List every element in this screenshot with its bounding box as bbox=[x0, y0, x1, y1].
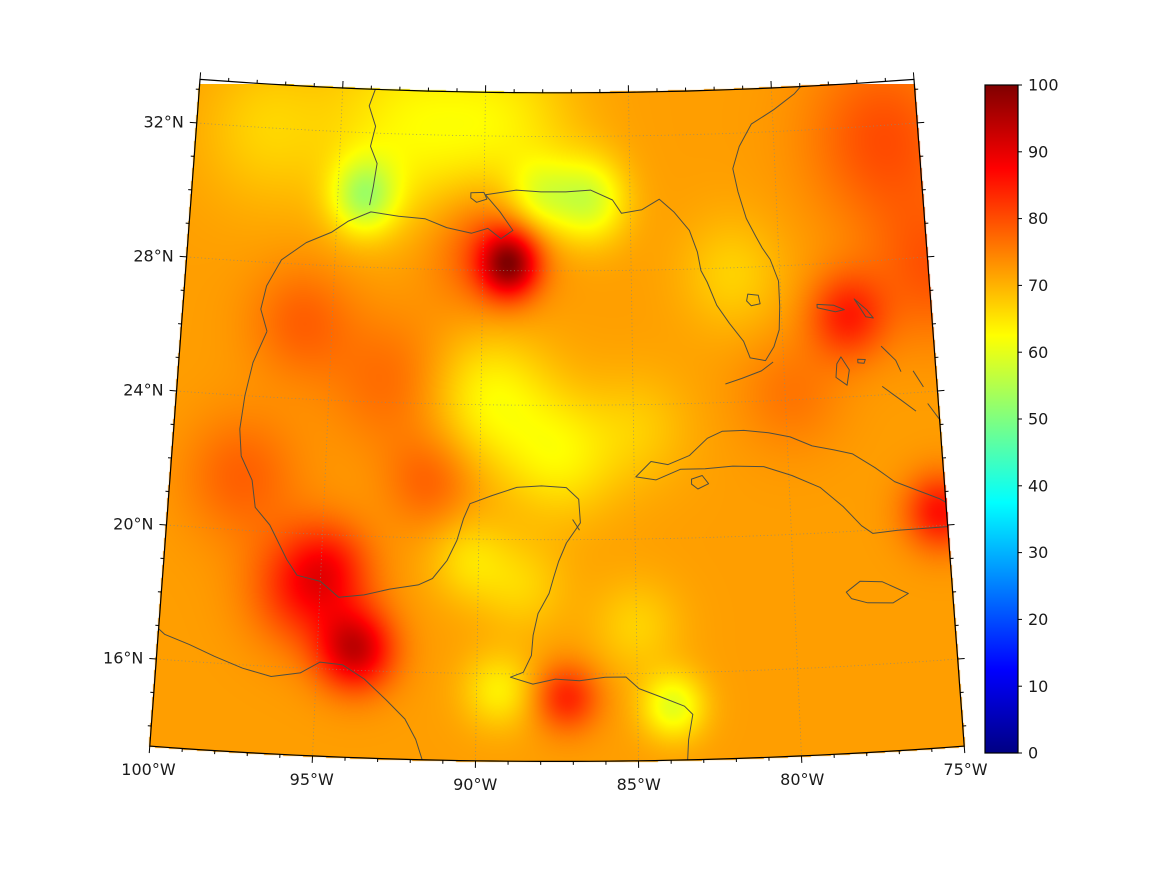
colorbar-tick-label: 100 bbox=[1028, 76, 1059, 95]
colorbar-tick-label: 90 bbox=[1028, 142, 1048, 161]
axis-tick bbox=[927, 255, 935, 258]
axis-tick bbox=[148, 746, 151, 754]
x-tick-label: 80°W bbox=[780, 770, 824, 789]
axis-tick bbox=[199, 72, 202, 80]
gridline-parallel bbox=[176, 390, 938, 406]
coastline-north-america-gulf-atlantic-coast bbox=[260, 80, 806, 362]
colorbar-tick-label: 50 bbox=[1028, 410, 1048, 429]
colorbar-gradient bbox=[985, 85, 1018, 753]
axis-tick bbox=[179, 255, 187, 258]
y-tick-label: 20°N bbox=[113, 515, 153, 534]
coastline-exuma-chain bbox=[881, 385, 917, 412]
axis-tick bbox=[947, 523, 955, 526]
axis-tick bbox=[917, 121, 925, 124]
coastline-mexico-pacific-coast bbox=[149, 611, 424, 762]
coastline-cuba bbox=[635, 429, 965, 534]
colorbar-tick-label: 30 bbox=[1028, 543, 1048, 562]
coastline-crooked-island bbox=[952, 431, 965, 444]
coastline-eleuthera bbox=[880, 345, 902, 372]
gridline-parallel bbox=[186, 256, 928, 272]
colorbar-tick-label: 60 bbox=[1028, 343, 1048, 362]
gridline-parallel bbox=[196, 122, 918, 137]
heatmap-field-canvas bbox=[148, 84, 968, 764]
coastline-jamaica bbox=[845, 580, 909, 604]
axis-tick bbox=[189, 121, 197, 124]
coastline-sabine-river bbox=[368, 84, 378, 206]
axis-tick bbox=[937, 389, 945, 392]
axis-tick bbox=[963, 746, 966, 754]
coastline-new-providence bbox=[857, 358, 866, 364]
coastline-florida-keys bbox=[725, 361, 774, 385]
x-tick-label: 85°W bbox=[617, 775, 661, 794]
x-tick-label: 100°W bbox=[121, 760, 176, 779]
coastline-cat-island bbox=[912, 370, 924, 388]
graticule bbox=[149, 79, 965, 761]
y-tick-label: 16°N bbox=[103, 649, 143, 668]
coastline-mexico-central-america-coast bbox=[239, 331, 694, 762]
gridline-meridian bbox=[770, 87, 802, 756]
map-border bbox=[149, 78, 965, 762]
y-tick-label: 28°N bbox=[133, 247, 173, 266]
axis-tick bbox=[159, 523, 167, 526]
coastline-cozumel bbox=[572, 519, 580, 531]
axis-tick bbox=[149, 657, 157, 660]
x-tick-label: 90°W bbox=[453, 775, 497, 794]
coastlines bbox=[149, 80, 965, 762]
axis-ticks bbox=[147, 72, 967, 768]
coastline-lake-okeechobee bbox=[746, 293, 761, 307]
gridline-meridian bbox=[312, 87, 344, 756]
axis-tick bbox=[169, 389, 177, 392]
coastline-isla-de-la-juventud bbox=[691, 475, 710, 490]
colorbar-tick-label: 0 bbox=[1028, 744, 1038, 763]
gridline-parallel bbox=[166, 524, 948, 541]
gridline-parallel bbox=[156, 658, 958, 675]
axis-tick bbox=[912, 72, 915, 80]
y-tick-label: 24°N bbox=[123, 381, 163, 400]
colorbar-tick-label: 70 bbox=[1028, 276, 1048, 295]
y-tick-label: 32°N bbox=[143, 113, 183, 132]
colorbar-tick-label: 80 bbox=[1028, 209, 1048, 228]
colorbar-tick-label: 10 bbox=[1028, 677, 1048, 696]
coastline-long-island bbox=[927, 403, 941, 420]
coastline-grand-bahama bbox=[816, 303, 845, 313]
x-tick-label: 95°W bbox=[290, 770, 334, 789]
coastline-andros bbox=[835, 356, 850, 386]
colorbar-tick-label: 40 bbox=[1028, 476, 1048, 495]
coastline-lake-pontchartrain bbox=[470, 191, 488, 203]
x-tick-label: 75°W bbox=[943, 760, 987, 779]
gridline-meridian bbox=[628, 92, 639, 761]
axis-tick bbox=[957, 657, 965, 660]
coastline-abaco bbox=[853, 298, 874, 319]
colorbar-tick-label: 20 bbox=[1028, 610, 1048, 629]
